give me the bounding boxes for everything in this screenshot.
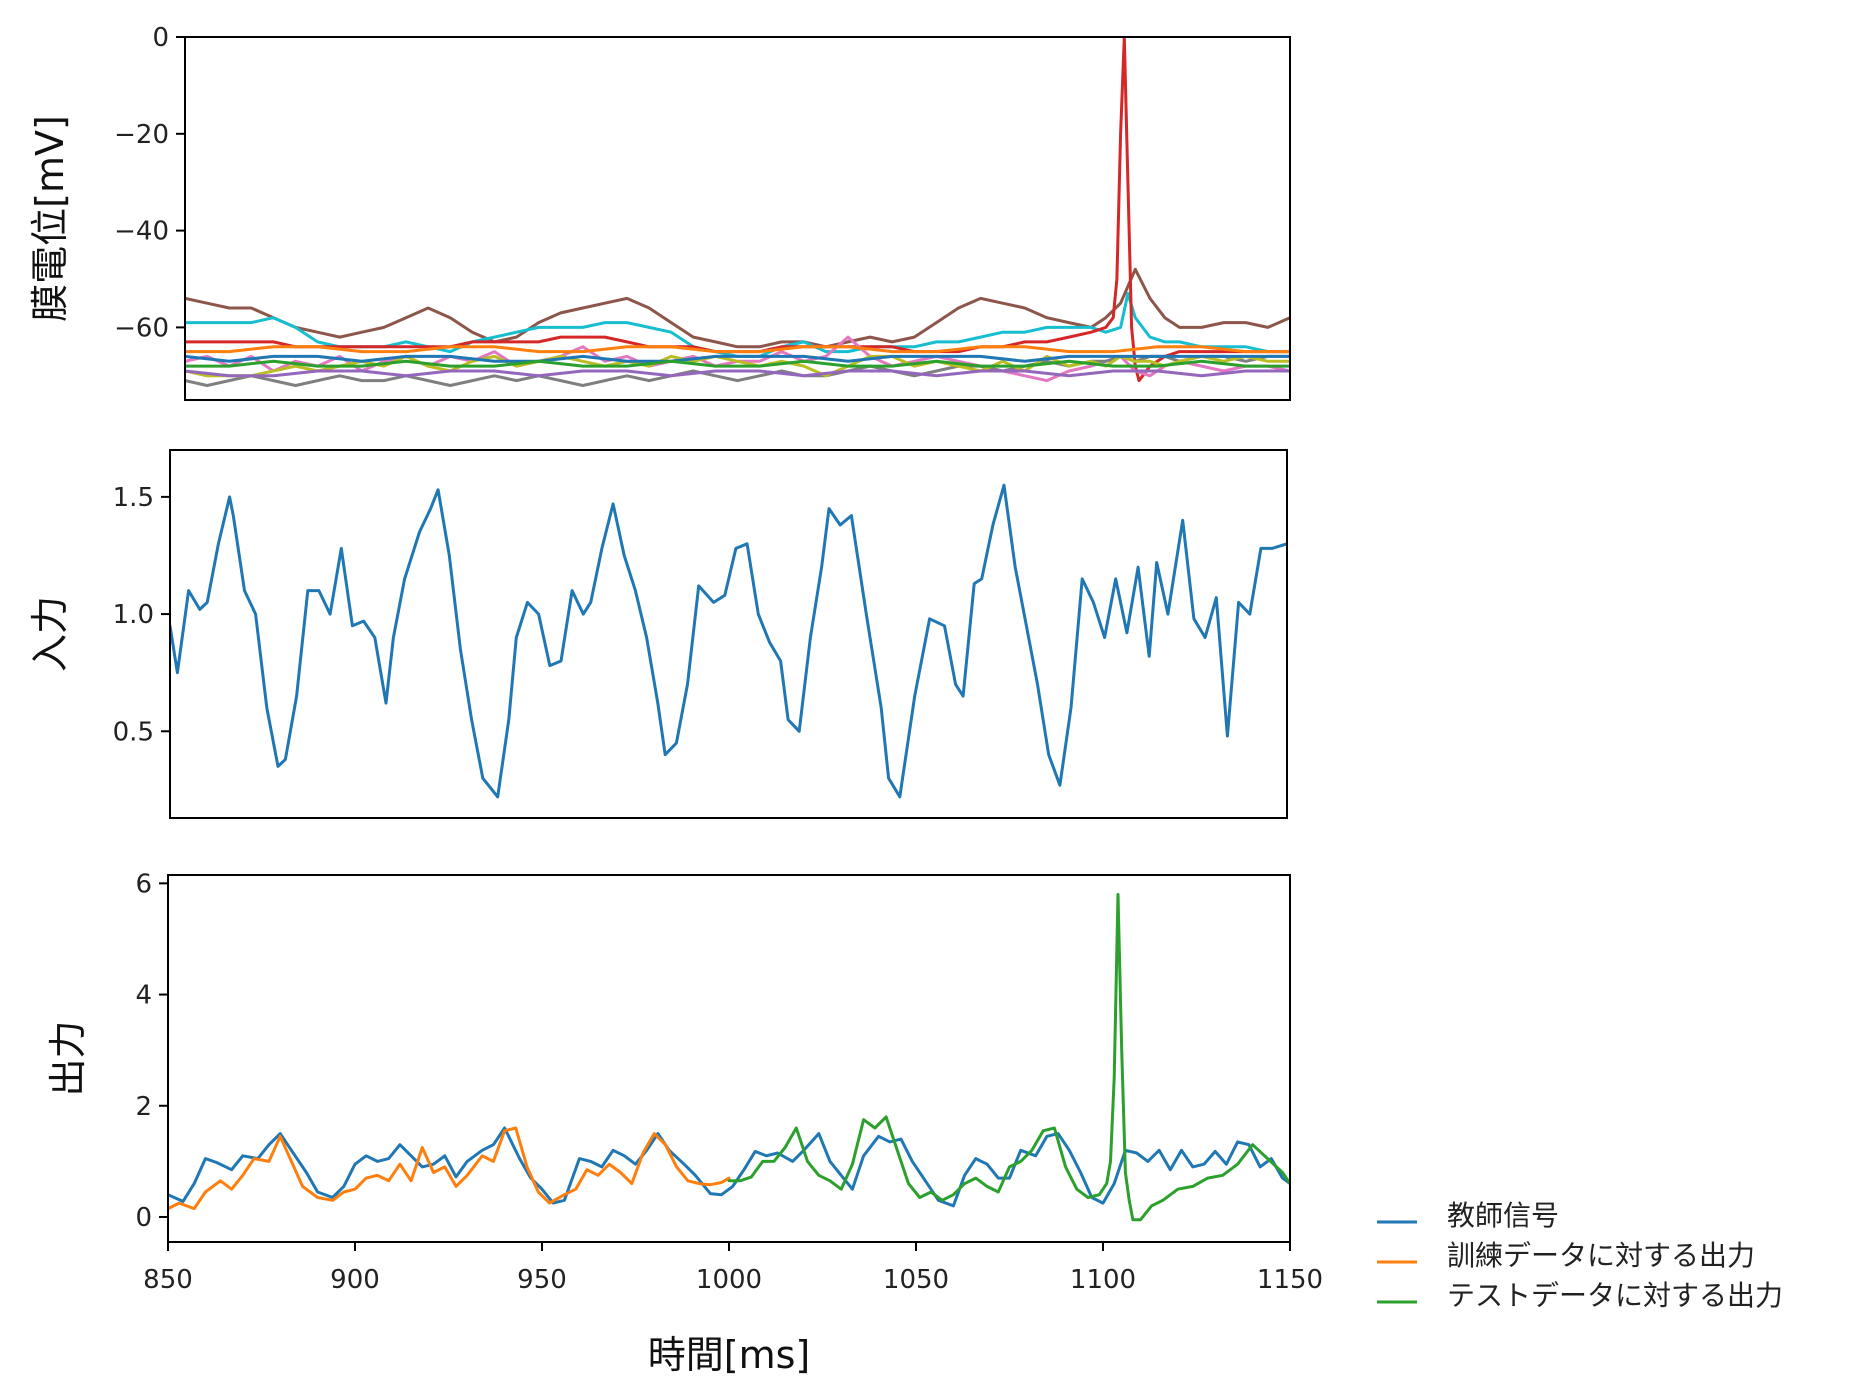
y-tick-label: 0 xyxy=(135,1203,152,1233)
x-tick-label: 950 xyxy=(517,1265,567,1295)
y-axis-label: 入力 xyxy=(28,596,72,672)
x-tick-label: 1100 xyxy=(1070,1265,1136,1295)
series-line-middle-0 xyxy=(170,483,1287,799)
membrane-potential-panel: 0 −20 −40 −60 膜電位[mV] xyxy=(28,23,1291,401)
y-axis-label: 膜電位[mV] xyxy=(28,115,72,322)
y-axis-label: 出力 xyxy=(46,1020,90,1096)
y-tick-label: 0.5 xyxy=(113,717,154,747)
series-line-top-7 xyxy=(185,345,1290,354)
x-tick-label: 850 xyxy=(143,1265,193,1295)
x-tick-label: 1000 xyxy=(696,1265,762,1295)
legend-label: 訓練データに対する出力 xyxy=(1447,1239,1755,1272)
legend-label: 教師信号 xyxy=(1447,1199,1559,1232)
series-line-top-2 xyxy=(185,37,1290,383)
input-panel: 1.5 1.0 0.5 入力 xyxy=(28,449,1288,819)
series-line-top-9 xyxy=(185,369,1290,378)
series-line-top-0 xyxy=(185,267,1290,349)
series-group xyxy=(168,893,1290,1222)
y-tick-label: 1.5 xyxy=(113,483,154,513)
y-tick-label: −20 xyxy=(114,120,169,150)
y-tick-label: 0 xyxy=(152,23,169,53)
x-tick-label: 1050 xyxy=(883,1265,949,1295)
series-group xyxy=(185,37,1290,387)
y-tick-label: 1.0 xyxy=(113,600,154,630)
plot-frame xyxy=(169,449,1288,819)
series-line-top-6 xyxy=(185,354,1290,363)
x-tick-label: 900 xyxy=(330,1265,380,1295)
x-tick-label: 1150 xyxy=(1257,1265,1323,1295)
series-line-top-8 xyxy=(185,359,1290,368)
series-group xyxy=(170,483,1287,799)
plot-frame xyxy=(184,36,1291,401)
series-line-bottom-0 xyxy=(168,1126,1290,1208)
y-tick-label: −40 xyxy=(114,217,169,247)
y-tick-label: −60 xyxy=(114,313,169,343)
x-axis-label: 時間[ms] xyxy=(648,1333,810,1377)
series-line-bottom-2 xyxy=(727,893,1290,1222)
series-line-bottom-1 xyxy=(168,1126,731,1211)
y-tick-label: 4 xyxy=(135,981,152,1011)
y-tick-label: 6 xyxy=(135,869,152,899)
legend-label: テストデータに対する出力 xyxy=(1447,1279,1783,1312)
y-tick-label: 2 xyxy=(135,1092,152,1122)
